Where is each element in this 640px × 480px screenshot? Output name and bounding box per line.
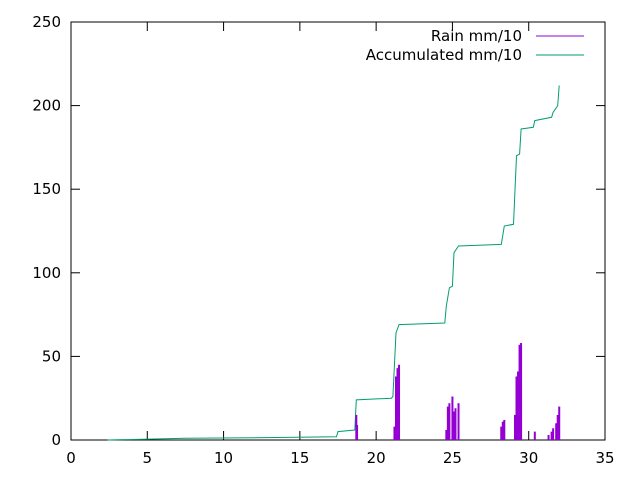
y-tick-label: 100: [32, 264, 61, 282]
legend: Rain mm/10 Accumulated mm/10: [366, 27, 584, 64]
y-tick-label: 200: [32, 97, 61, 115]
x-tick-label: 5: [143, 449, 153, 467]
x-tick-label: 10: [214, 449, 233, 467]
y-tick-label: 250: [32, 13, 61, 31]
x-tick-label: 15: [290, 449, 309, 467]
x-tick-label: 20: [367, 449, 386, 467]
series-line-accumulated: [107, 85, 560, 441]
x-tick-label: 25: [443, 449, 462, 467]
y-tick-label: 0: [51, 431, 61, 449]
legend-label-rain: Rain mm/10: [431, 27, 522, 45]
legend-label-accumulated: Accumulated mm/10: [366, 46, 522, 64]
plot-frame: [70, 21, 606, 441]
y-tick-label: 150: [32, 180, 61, 198]
x-tick-label: 35: [595, 449, 614, 467]
axis-ticks: 0 5 10 15 20 25 30 35 0 50 100 150 200 250: [32, 13, 614, 467]
series-layer: [107, 85, 561, 441]
x-tick-label: 0: [66, 449, 76, 467]
y-tick-label: 50: [42, 347, 61, 365]
x-tick-label: 30: [519, 449, 538, 467]
